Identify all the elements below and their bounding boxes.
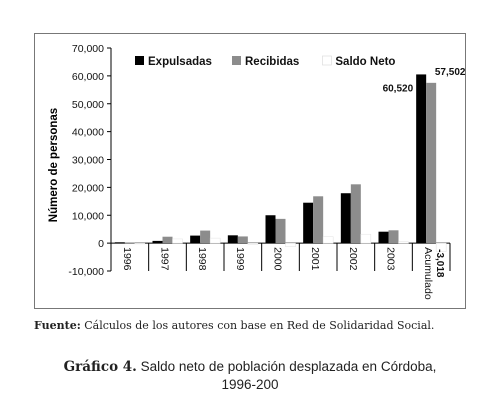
figure-caption: Gráfico 4. Saldo neto de población despl… <box>0 358 500 394</box>
legend-swatch-saldo-neto <box>322 55 332 66</box>
bar-saldo-neto-2001 <box>322 236 334 244</box>
x-tick-label: 2003 <box>385 247 397 271</box>
legend-swatch-expulsadas <box>135 56 144 65</box>
bar-saldo-neto-2002 <box>360 233 372 244</box>
data-label-saldo-neto: -3,018 <box>434 249 445 278</box>
bar-recibidas-2003 <box>388 230 399 244</box>
bar-expulsadas-2002 <box>340 193 351 244</box>
caption-line-1: Gráfico 4. Saldo neto de población despl… <box>0 358 500 376</box>
legend-label-saldo-neto: Saldo Neto <box>335 56 395 68</box>
bar-recibidas-1998 <box>200 230 211 244</box>
bar-recibidas-acumulado <box>426 82 437 244</box>
source-text: Cálculos de los autores con base en Red … <box>80 319 435 332</box>
bar-recibidas-2000 <box>275 218 286 244</box>
source-note: Fuente: Cálculos de los autores con base… <box>34 319 474 332</box>
bar-saldo-neto-1996 <box>134 242 146 245</box>
legend: Expulsadas Recibidas Saldo Neto <box>135 55 395 68</box>
y-tick-label: 40,000 <box>72 127 104 139</box>
bar-expulsadas-1996 <box>114 242 125 244</box>
bar-expulsadas-1998 <box>190 235 201 244</box>
bar-saldo-neto-1999 <box>247 242 259 245</box>
x-tick-label: 2000 <box>272 247 284 271</box>
legend-swatch-recibidas <box>232 56 241 65</box>
chart-frame: -10,000 0 10,000 20,000 30,000 40,000 50,000 60… <box>34 33 466 309</box>
legend-label-expulsadas: Expulsadas <box>148 56 212 68</box>
source-label: Fuente: <box>34 319 81 332</box>
data-label-recibidas: 57,502 <box>435 67 466 78</box>
legend-label-recibidas: Recibidas <box>245 56 299 68</box>
y-tick-label: 30,000 <box>72 155 104 167</box>
bar-saldo-neto-2003 <box>398 241 409 244</box>
caption-label: Gráfico 4. <box>63 359 137 375</box>
bar-chart: -10,000 0 10,000 20,000 30,000 40,000 50,000 60… <box>48 43 466 300</box>
x-tick-label: 1996 <box>121 247 133 271</box>
y-tick-label: 70,000 <box>72 43 104 55</box>
bar-saldo-neto-2000 <box>285 242 296 247</box>
bar-saldo-neto-1997 <box>172 238 183 244</box>
bar-saldo-neto-1998 <box>209 237 221 244</box>
caption-text: Saldo neto de población desplazada en Có… <box>136 359 437 374</box>
bar-expulsadas-1997 <box>152 240 163 244</box>
y-tick-label: -10,000 <box>68 266 104 278</box>
y-tick-label: 10,000 <box>72 210 104 222</box>
bar-recibidas-2001 <box>313 196 324 244</box>
bar-expulsadas-2000 <box>265 215 276 244</box>
y-tick-label: 0 <box>98 238 104 250</box>
bar-expulsadas-acumulado <box>416 74 427 244</box>
bar-expulsadas-2001 <box>303 202 314 244</box>
x-tick-label: Acumulado <box>422 247 434 300</box>
x-tick-label: 1999 <box>234 247 246 271</box>
bar-recibidas-2002 <box>350 184 361 244</box>
x-tick-label: 1998 <box>196 247 208 271</box>
bar-expulsadas-1999 <box>227 235 238 244</box>
y-tick-label: 50,000 <box>72 99 104 111</box>
bar-recibidas-1997 <box>162 236 173 244</box>
data-label-expulsadas: 60,520 <box>383 83 414 94</box>
bars <box>114 74 447 252</box>
bar-recibidas-1999 <box>237 236 248 244</box>
y-axis-label: Número de personas <box>48 108 60 222</box>
y-tick-label: 20,000 <box>72 182 104 194</box>
tick-labels: -10,000 0 10,000 20,000 30,000 40,000 50,000 60… <box>68 43 466 300</box>
caption-line-2: 1996-200 <box>221 377 279 392</box>
bar-saldo-neto-acumulado <box>435 242 447 252</box>
x-tick-label: 2002 <box>347 247 359 271</box>
bar-expulsadas-2003 <box>378 231 389 244</box>
bar-recibidas-1996 <box>124 242 135 244</box>
y-tick-label: 60,000 <box>72 71 104 83</box>
x-tick-label: 1997 <box>159 247 171 271</box>
x-tick-label: 2001 <box>309 247 321 271</box>
